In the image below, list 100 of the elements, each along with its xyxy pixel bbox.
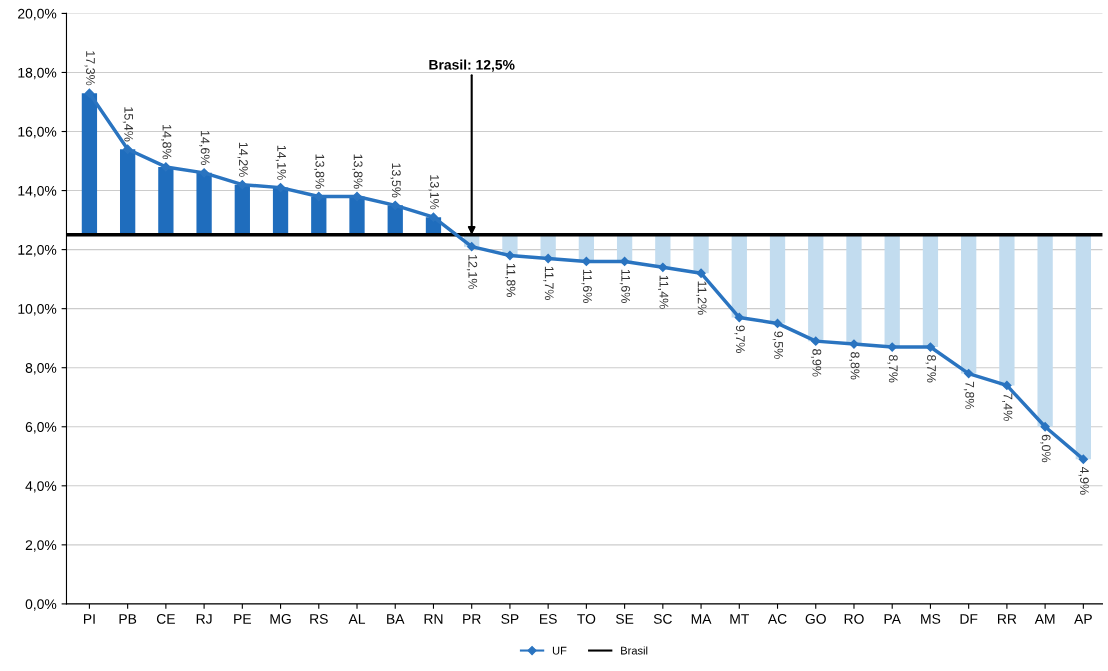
bar bbox=[731, 234, 747, 318]
x-tick-label: MG bbox=[270, 613, 291, 624]
x-tick-label: TO bbox=[577, 613, 596, 624]
x-tick-label: GO bbox=[805, 613, 826, 624]
data-label: 7,4% bbox=[1002, 393, 1013, 421]
point bbox=[543, 253, 553, 264]
x-tick-label: CE bbox=[156, 613, 175, 624]
data-label: 14,6% bbox=[199, 130, 210, 166]
legend-label: Brasil bbox=[621, 646, 648, 655]
bar bbox=[808, 234, 824, 342]
x-tick-label: RN bbox=[424, 614, 443, 624]
bar bbox=[961, 234, 977, 374]
x-tick-label: AC bbox=[767, 613, 787, 624]
x-tick-label: PR bbox=[463, 614, 481, 624]
data-label: 13,8% bbox=[313, 154, 325, 189]
point bbox=[84, 88, 95, 98]
x-tick-label: PA bbox=[884, 614, 901, 624]
x-tick-label: MS bbox=[921, 613, 941, 624]
y-tick-label: 8,0% bbox=[25, 363, 57, 375]
data-label: 6,0% bbox=[1040, 434, 1051, 463]
data-label: 13,5% bbox=[390, 163, 401, 198]
data-label: 11,7% bbox=[543, 266, 554, 300]
y-tick-label: 12,0% bbox=[18, 244, 57, 257]
point bbox=[964, 368, 974, 379]
y-tick-label: 16,0% bbox=[18, 126, 57, 139]
x-tick-label: RO bbox=[844, 613, 864, 624]
x-tick-label: RR bbox=[998, 614, 1017, 624]
data-label: 8,7% bbox=[887, 354, 898, 383]
x-tick-label: MT bbox=[730, 614, 749, 624]
data-label: 4,9% bbox=[1078, 466, 1089, 495]
data-label: 7,8% bbox=[963, 381, 975, 410]
point bbox=[696, 268, 706, 278]
point bbox=[658, 262, 668, 272]
bar bbox=[1037, 234, 1053, 427]
data-label: 8,9% bbox=[810, 349, 822, 377]
x-tick-label: SE bbox=[615, 613, 634, 624]
x-tick-label: PB bbox=[119, 614, 137, 624]
bar bbox=[884, 234, 900, 348]
data-label: 11,2% bbox=[696, 281, 707, 315]
x-tick-label: PE bbox=[234, 614, 251, 624]
data-label: 8,7% bbox=[925, 354, 936, 383]
x-tick-label: BA bbox=[387, 614, 405, 624]
bar bbox=[769, 234, 786, 324]
point bbox=[887, 342, 897, 352]
y-tick-label: 4,0% bbox=[25, 481, 57, 493]
point bbox=[1002, 380, 1012, 391]
y-tick-label: 2,0% bbox=[25, 540, 57, 552]
data-label: 15,4% bbox=[122, 107, 134, 142]
point bbox=[1040, 422, 1050, 432]
data-label: 11,6% bbox=[619, 269, 631, 303]
y-tick-label: 6,0% bbox=[25, 422, 57, 434]
data-label: 8,8% bbox=[849, 352, 860, 380]
data-label: 9,7% bbox=[734, 325, 745, 353]
bar bbox=[1075, 234, 1091, 460]
data-label: 14,2% bbox=[237, 142, 248, 177]
point bbox=[467, 242, 477, 252]
x-tick-label: MA bbox=[691, 614, 712, 624]
bar bbox=[922, 234, 939, 348]
data-label: 11,6% bbox=[581, 269, 592, 303]
bar bbox=[999, 234, 1015, 386]
point bbox=[505, 250, 515, 261]
bar bbox=[349, 196, 365, 235]
x-tick-label: DF bbox=[960, 614, 978, 624]
y-tick-label: 20,0% bbox=[18, 8, 57, 21]
point bbox=[734, 312, 744, 323]
bar bbox=[846, 234, 862, 345]
point bbox=[925, 342, 936, 352]
y-tick-label: 14,0% bbox=[18, 185, 57, 198]
x-tick-label: PI bbox=[83, 614, 95, 624]
point bbox=[123, 144, 133, 154]
point bbox=[811, 336, 821, 346]
x-tick-label: AP bbox=[1074, 614, 1092, 624]
bar bbox=[234, 184, 250, 235]
bar bbox=[196, 172, 212, 235]
data-label: 11,8% bbox=[505, 263, 516, 297]
x-tick-label: SP bbox=[501, 613, 519, 624]
x-tick-label: SC bbox=[653, 613, 672, 624]
data-label: 14,8% bbox=[161, 125, 172, 160]
x-tick-label: AM bbox=[1034, 614, 1055, 624]
point bbox=[849, 339, 859, 349]
y-tick-label: 0,0% bbox=[25, 599, 57, 611]
bar bbox=[158, 166, 174, 235]
y-tick-label: 10,0% bbox=[18, 303, 57, 316]
x-tick-label: AL bbox=[348, 614, 366, 624]
data-label: 14,1% bbox=[275, 145, 286, 180]
x-tick-label: ES bbox=[540, 613, 557, 624]
data-label: 17,3% bbox=[84, 51, 95, 86]
point bbox=[161, 162, 171, 172]
point bbox=[772, 318, 783, 329]
data-label: 12,1% bbox=[466, 254, 478, 290]
data-label: 13,1% bbox=[428, 175, 439, 210]
x-tick-label: RS bbox=[310, 613, 328, 624]
point bbox=[1078, 454, 1088, 464]
data-label: 11,4% bbox=[658, 275, 669, 309]
y-tick-label: 18,0% bbox=[18, 67, 57, 80]
annotation: Brasil: 12,5% bbox=[429, 59, 515, 72]
x-tick-label: RJ bbox=[196, 614, 212, 624]
legend-label: UF bbox=[552, 646, 567, 655]
point bbox=[352, 191, 362, 202]
data-label: 9,5% bbox=[772, 331, 784, 359]
